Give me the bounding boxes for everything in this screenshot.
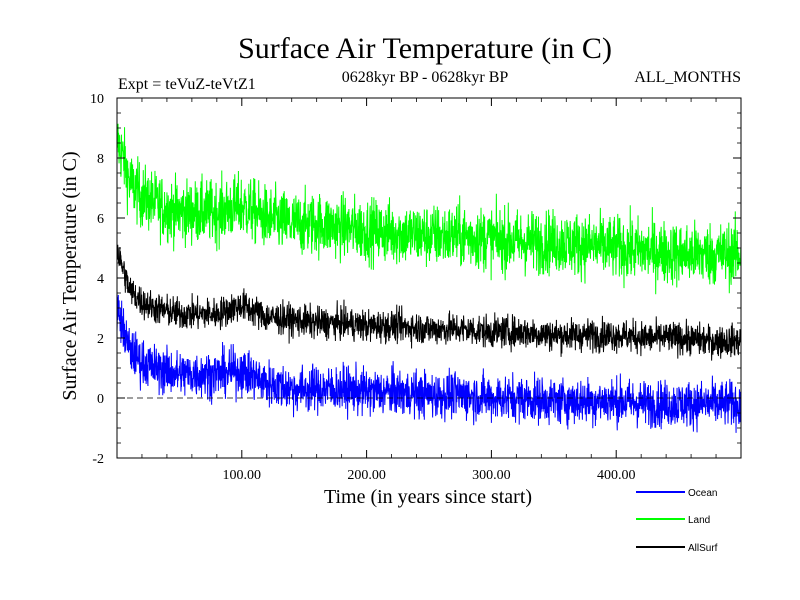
period-label: 0628kyr BP - 0628kyr BP	[342, 69, 509, 86]
y-tick-label: 6	[97, 212, 104, 227]
y-tick-label: 2	[97, 332, 104, 347]
chart-title: Surface Air Temperature (in C)	[238, 32, 612, 65]
series-line-land	[116, 123, 742, 295]
experiment-label: Expt = teVuZ-teVtZ1	[118, 76, 256, 93]
x-tick-label: 400.00	[597, 468, 636, 483]
y-axis-label: Surface Air Temperature (in C)	[59, 151, 81, 400]
x-tick-label: 300.00	[472, 468, 511, 483]
series-line-allsurf	[116, 244, 742, 361]
legend: Ocean Land AllSurf	[636, 488, 718, 554]
series-line-ocean	[116, 294, 742, 433]
y-tick-label: 4	[97, 272, 104, 287]
y-tick-label: 10	[90, 92, 104, 107]
x-tick-label: 200.00	[347, 468, 386, 483]
months-label: ALL_MONTHS	[634, 69, 741, 86]
x-tick-label: 100.00	[223, 468, 262, 483]
y-tick-label: 0	[97, 392, 104, 407]
y-tick-label: -2	[92, 452, 104, 467]
legend-label-ocean: Ocean	[688, 488, 717, 499]
y-tick-label: 8	[97, 152, 104, 167]
legend-label-land: Land	[688, 515, 710, 526]
x-axis-label: Time (in years since start)	[324, 486, 532, 508]
plot-area: -2 0 2 4 6 8 10 100.00 200.00 300.00 400.00	[90, 92, 742, 483]
legend-label-allsurf: AllSurf	[688, 543, 718, 554]
